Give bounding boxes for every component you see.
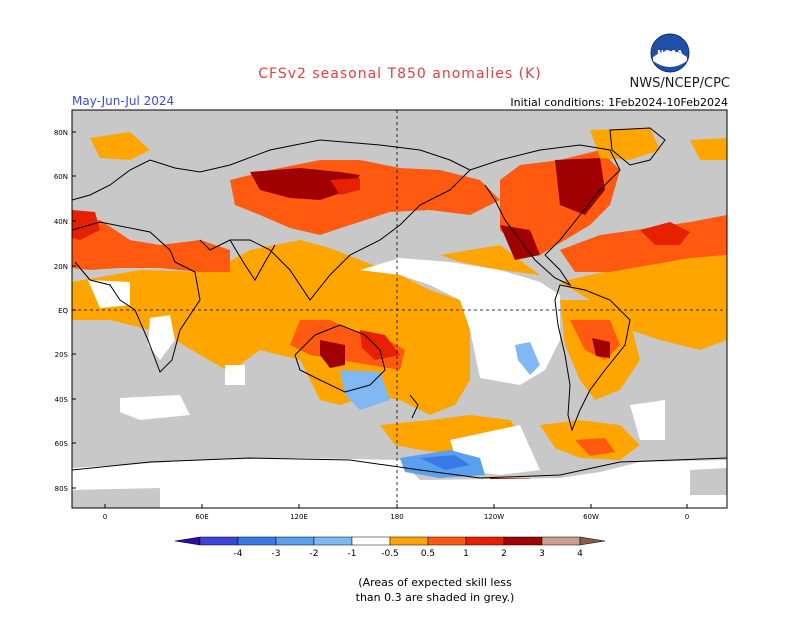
latitude-label: 40N [54,218,68,226]
latitude-labels: 80N 60N 40N 20N EQ 20S 40S 60S 80S [54,129,76,493]
anomaly-region [560,255,727,350]
legend-swatch [313,536,353,546]
neutral-region [360,258,560,385]
latitude-label: 80S [55,485,69,493]
neutral-region [72,458,727,508]
map-title: CFSv2 seasonal T850 anomalies (K) [258,66,542,82]
legend-arrow-high [579,536,606,546]
longitude-label: 120W [484,513,504,521]
noaa-logo-icon: NOAA [650,33,690,73]
latitude-label: 20S [55,351,69,359]
longitude-labels: 0 60E 120E 180 120W 60W 0 [103,504,689,521]
anomaly-region [250,168,360,200]
legend-swatch [389,536,429,546]
latitude-label: 40S [55,396,69,404]
organization-label: NWS/NCEP/CPC [629,76,730,91]
note-line-1: (Areas of expected skill less [358,576,512,589]
note-line-2: than 0.3 are shaded in grey.) [355,591,515,604]
legend-swatch [427,536,467,546]
anomaly-region [555,158,605,215]
legend-swatch [465,536,505,546]
negative-region [515,342,540,375]
legend-label: -3 [272,549,281,559]
skill-note: (Areas of expected skill less than 0.3 a… [0,575,800,605]
legend-label: -0.5 [381,549,399,559]
legend-label: 4 [577,549,583,559]
legend-label: 1 [463,549,469,559]
legend-swatch [199,536,239,546]
latitude-label: 60S [55,440,69,448]
coastlines [72,127,727,479]
longitude-label: 180 [390,513,403,521]
legend-swatch [503,536,543,546]
anomaly-region [72,220,230,272]
legend-label: 2 [501,549,507,559]
legend-label: -1 [348,549,357,559]
legend-arrow-low [174,536,201,546]
legend-swatch [351,536,391,546]
legend-label: 3 [539,549,545,559]
negative-region [340,370,390,410]
longitude-label: 0 [685,513,689,521]
initial-conditions-label: Initial conditions: 1Feb2024-10Feb2024 [510,96,728,109]
anomaly-region [72,240,470,415]
map-field [72,110,727,508]
legend-swatch [275,536,315,546]
longitude-label: 0 [103,513,107,521]
longitude-label: 120E [290,513,308,521]
legend-label: -4 [234,549,243,559]
season-label: May-Jun-Jul 2024 [72,94,175,108]
latitude-label: 20N [54,263,68,271]
latitude-label: 60N [54,173,68,181]
latitude-label: 80N [54,129,68,137]
legend-label: -2 [310,549,319,559]
logo-text: NOAA [657,49,683,58]
color-legend: -4 -3 -2 -1 -0.5 0.5 1 2 3 4 [174,536,606,559]
anomaly-region [560,215,727,272]
legend-swatch [541,536,581,546]
legend-label: 0.5 [421,549,435,559]
longitude-label: 60E [195,513,208,521]
map-frame [71,109,728,509]
longitude-label: 60W [583,513,599,521]
latitude-label: EQ [58,307,68,315]
legend-swatch [237,536,277,546]
